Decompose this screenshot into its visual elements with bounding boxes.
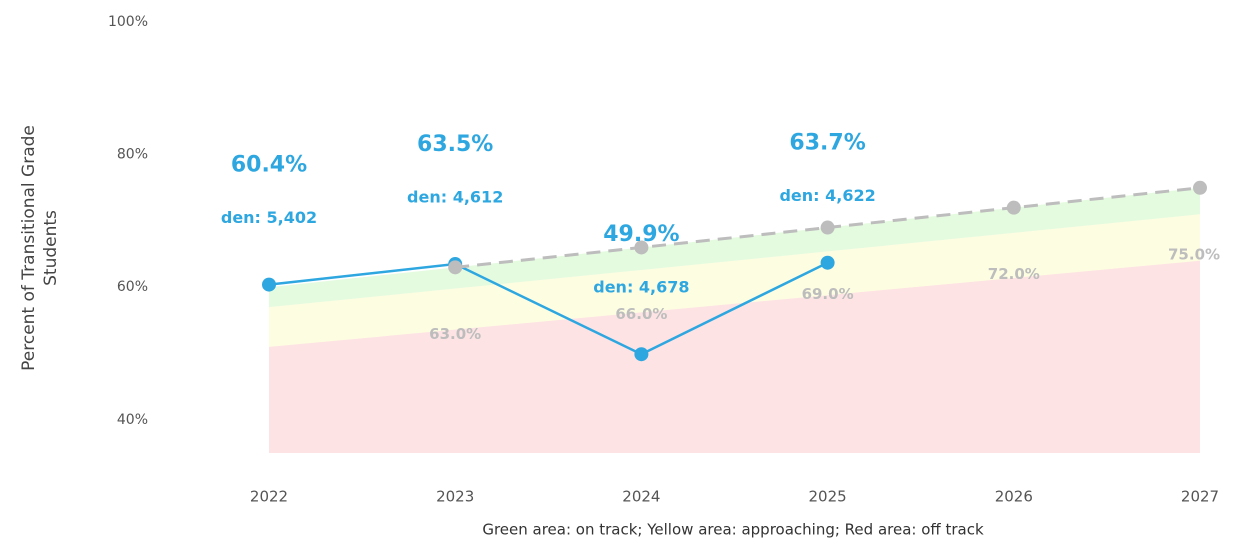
y-tick-label: 60% (117, 279, 148, 295)
band (269, 260, 1200, 453)
y-axis-label: Percent of Transitional Grade Students (19, 125, 61, 371)
point (1006, 200, 1021, 215)
x-tick-label: 2027 (1181, 488, 1219, 506)
point (262, 277, 276, 292)
target-label: 69.0% (802, 285, 854, 303)
den-label: den: 4,612 (407, 188, 503, 207)
x-tick-label: 2026 (995, 488, 1033, 506)
x-tick-label: 2025 (809, 488, 847, 506)
point (820, 220, 835, 235)
value-label: 63.7% (789, 131, 865, 156)
point (448, 260, 463, 275)
value-label: 49.9% (603, 222, 679, 247)
y-tick-label: 40% (117, 412, 148, 428)
target-label: 63.0% (429, 325, 481, 343)
point (634, 240, 649, 255)
den-label: den: 4,678 (593, 278, 689, 297)
point (634, 347, 649, 362)
value-label: 60.4% (231, 153, 307, 178)
den-label: den: 4,622 (779, 186, 875, 205)
x-axis-label: Green area: on track; Yellow area: appro… (482, 521, 984, 539)
y-tick-label: 80% (117, 147, 148, 163)
x-tick-label: 2022 (250, 488, 288, 506)
target-label: 66.0% (615, 305, 667, 323)
target-label: 75.0% (1168, 245, 1220, 263)
y-tick-label: 100% (108, 14, 148, 30)
target-label: 72.0% (988, 265, 1040, 283)
value-label: 63.5% (417, 132, 493, 157)
x-tick-label: 2024 (622, 488, 660, 506)
actual-line (268, 261, 829, 356)
point (820, 255, 835, 270)
den-label: den: 5,402 (221, 208, 317, 227)
point (1193, 180, 1207, 195)
x-tick-label: 2023 (436, 488, 474, 506)
